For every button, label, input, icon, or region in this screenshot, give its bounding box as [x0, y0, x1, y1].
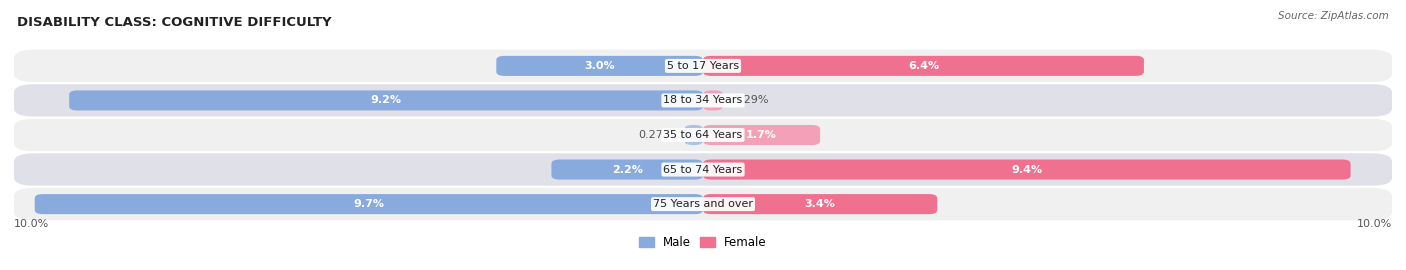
- Text: 18 to 34 Years: 18 to 34 Years: [664, 95, 742, 106]
- Text: 0.27%: 0.27%: [638, 130, 673, 140]
- FancyBboxPatch shape: [13, 83, 1393, 118]
- Text: 9.7%: 9.7%: [353, 199, 384, 209]
- FancyBboxPatch shape: [703, 194, 938, 214]
- FancyBboxPatch shape: [13, 187, 1393, 221]
- Text: 3.0%: 3.0%: [585, 61, 614, 71]
- Text: 10.0%: 10.0%: [14, 219, 49, 229]
- Text: 6.4%: 6.4%: [908, 61, 939, 71]
- Text: DISABILITY CLASS: COGNITIVE DIFFICULTY: DISABILITY CLASS: COGNITIVE DIFFICULTY: [17, 16, 332, 29]
- Text: 2.2%: 2.2%: [612, 164, 643, 175]
- FancyBboxPatch shape: [703, 160, 1351, 180]
- Text: 5 to 17 Years: 5 to 17 Years: [666, 61, 740, 71]
- Text: 35 to 64 Years: 35 to 64 Years: [664, 130, 742, 140]
- Text: 3.4%: 3.4%: [804, 199, 835, 209]
- Text: 10.0%: 10.0%: [1357, 219, 1392, 229]
- FancyBboxPatch shape: [69, 90, 703, 110]
- Text: Source: ZipAtlas.com: Source: ZipAtlas.com: [1278, 11, 1389, 21]
- FancyBboxPatch shape: [703, 90, 723, 110]
- Legend: Male, Female: Male, Female: [634, 231, 772, 254]
- FancyBboxPatch shape: [685, 125, 703, 145]
- FancyBboxPatch shape: [703, 125, 820, 145]
- Text: 1.7%: 1.7%: [747, 130, 778, 140]
- Text: 9.2%: 9.2%: [371, 95, 402, 106]
- FancyBboxPatch shape: [13, 49, 1393, 83]
- FancyBboxPatch shape: [551, 160, 703, 180]
- FancyBboxPatch shape: [13, 152, 1393, 187]
- FancyBboxPatch shape: [703, 56, 1144, 76]
- Text: 9.4%: 9.4%: [1011, 164, 1042, 175]
- Text: 0.29%: 0.29%: [734, 95, 769, 106]
- Text: 65 to 74 Years: 65 to 74 Years: [664, 164, 742, 175]
- FancyBboxPatch shape: [496, 56, 703, 76]
- FancyBboxPatch shape: [35, 194, 703, 214]
- Text: 75 Years and over: 75 Years and over: [652, 199, 754, 209]
- FancyBboxPatch shape: [13, 118, 1393, 152]
